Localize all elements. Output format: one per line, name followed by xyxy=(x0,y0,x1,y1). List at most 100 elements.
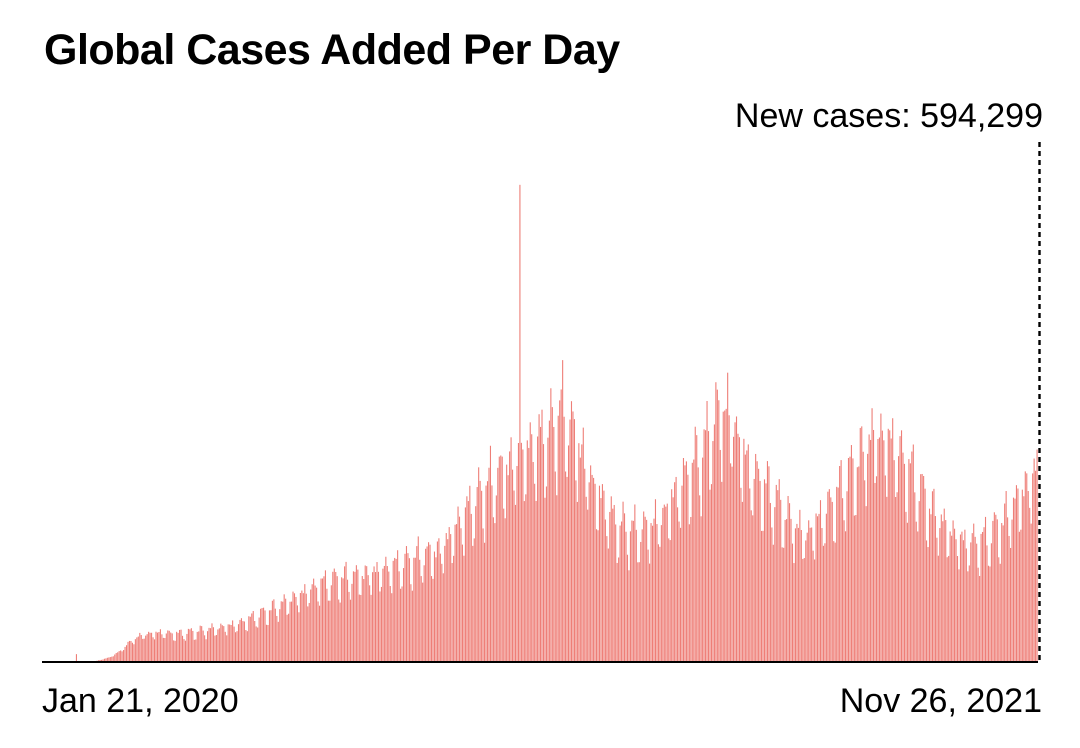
daily-case-bar xyxy=(743,438,745,662)
daily-case-bar xyxy=(519,184,521,662)
daily-case-bar xyxy=(257,627,259,662)
daily-case-bar xyxy=(501,456,503,662)
daily-case-bar xyxy=(507,475,509,662)
daily-case-bar xyxy=(544,497,546,662)
daily-case-bar xyxy=(1010,547,1012,662)
daily-case-bar xyxy=(819,500,822,662)
daily-case-bar xyxy=(102,659,104,662)
daily-case-bar xyxy=(336,576,338,662)
daily-case-bar xyxy=(400,588,402,662)
daily-case-bar xyxy=(235,632,237,662)
daily-case-bar xyxy=(893,460,895,662)
daily-case-bar xyxy=(444,545,446,662)
daily-case-bar xyxy=(118,651,120,662)
daily-case-bar xyxy=(497,467,499,662)
daily-case-bar xyxy=(176,631,178,662)
daily-case-bar xyxy=(716,389,718,662)
daily-case-bar xyxy=(702,457,704,662)
daily-case-bar xyxy=(625,531,627,662)
daily-case-bar xyxy=(724,410,726,662)
daily-case-bar xyxy=(489,445,492,662)
daily-case-bar xyxy=(156,632,159,662)
daily-case-bar xyxy=(649,563,651,662)
daily-case-bar xyxy=(394,557,396,662)
daily-case-bar xyxy=(339,602,341,662)
daily-case-bar xyxy=(931,491,934,662)
daily-case-bar xyxy=(323,576,325,662)
daily-case-bar xyxy=(133,644,135,662)
chart-title: Global Cases Added Per Day xyxy=(44,26,620,74)
daily-case-bar xyxy=(181,635,184,662)
daily-case-bar xyxy=(548,420,550,662)
daily-case-bar xyxy=(301,590,303,662)
daily-case-bar xyxy=(914,492,916,662)
daily-case-bar xyxy=(345,561,347,662)
daily-case-bar xyxy=(687,474,689,662)
daily-case-bar xyxy=(899,436,901,662)
daily-case-bar xyxy=(556,495,558,662)
daily-case-bar xyxy=(506,464,508,662)
daily-case-bar xyxy=(777,490,779,662)
daily-case-bar xyxy=(232,620,234,662)
daily-case-bar xyxy=(352,571,354,662)
daily-case-bar xyxy=(772,544,774,662)
daily-case-bar xyxy=(587,509,589,662)
daily-case-bar xyxy=(799,509,801,662)
daily-case-bar xyxy=(472,545,474,662)
daily-case-bar xyxy=(236,631,238,662)
daily-case-bar xyxy=(872,429,875,662)
daily-case-bar xyxy=(868,434,870,662)
daily-case-bar xyxy=(485,485,487,662)
daily-case-bar xyxy=(534,483,536,662)
daily-case-bar xyxy=(915,521,917,662)
daily-case-bar xyxy=(771,527,773,662)
daily-case-bar xyxy=(939,528,941,662)
daily-case-bar xyxy=(260,608,262,662)
daily-case-bar xyxy=(358,594,360,662)
daily-case-bar xyxy=(619,525,621,662)
daily-case-bar xyxy=(265,624,268,662)
daily-case-bar xyxy=(684,465,686,662)
daily-case-bar xyxy=(401,586,403,662)
daily-case-bar xyxy=(621,521,623,662)
daily-case-bar xyxy=(227,624,229,662)
daily-case-bar xyxy=(1007,517,1009,662)
daily-case-bar xyxy=(554,471,556,662)
daily-case-bar xyxy=(974,536,976,662)
daily-case-bar xyxy=(528,447,530,662)
daily-case-bar xyxy=(1024,471,1026,662)
daily-case-bar xyxy=(456,524,458,662)
daily-case-bar xyxy=(575,480,577,662)
daily-case-bar xyxy=(255,626,257,662)
daily-case-bar xyxy=(752,515,754,662)
daily-case-bar xyxy=(379,591,381,662)
daily-case-bar xyxy=(291,601,293,662)
x-axis-label-end: Nov 26, 2021 xyxy=(839,682,1042,720)
daily-case-bar xyxy=(644,516,646,662)
daily-case-bar xyxy=(105,658,107,662)
daily-case-bar xyxy=(1027,491,1029,662)
daily-case-bar xyxy=(417,536,419,662)
daily-case-bar xyxy=(170,632,172,662)
daily-case-bar xyxy=(637,562,639,662)
daily-case-bar xyxy=(706,401,708,662)
daily-case-bar xyxy=(370,594,372,662)
daily-case-bar xyxy=(447,539,449,662)
daily-case-bar xyxy=(463,555,465,662)
daily-case-bar xyxy=(733,436,735,662)
daily-case-bar xyxy=(504,518,506,662)
daily-case-bar xyxy=(254,621,256,662)
daily-case-bar xyxy=(713,424,715,662)
daily-case-bar xyxy=(965,548,967,662)
daily-case-bar xyxy=(408,558,410,662)
daily-case-bar xyxy=(612,508,614,662)
daily-case-bar xyxy=(576,501,578,662)
daily-case-bar xyxy=(503,508,505,662)
daily-case-bar xyxy=(905,511,907,662)
daily-case-bar xyxy=(439,553,441,662)
daily-case-bar xyxy=(252,611,254,662)
daily-case-bar xyxy=(786,519,788,662)
daily-case-bar xyxy=(392,560,394,662)
daily-case-bar xyxy=(787,495,789,662)
daily-case-bar xyxy=(858,466,860,662)
